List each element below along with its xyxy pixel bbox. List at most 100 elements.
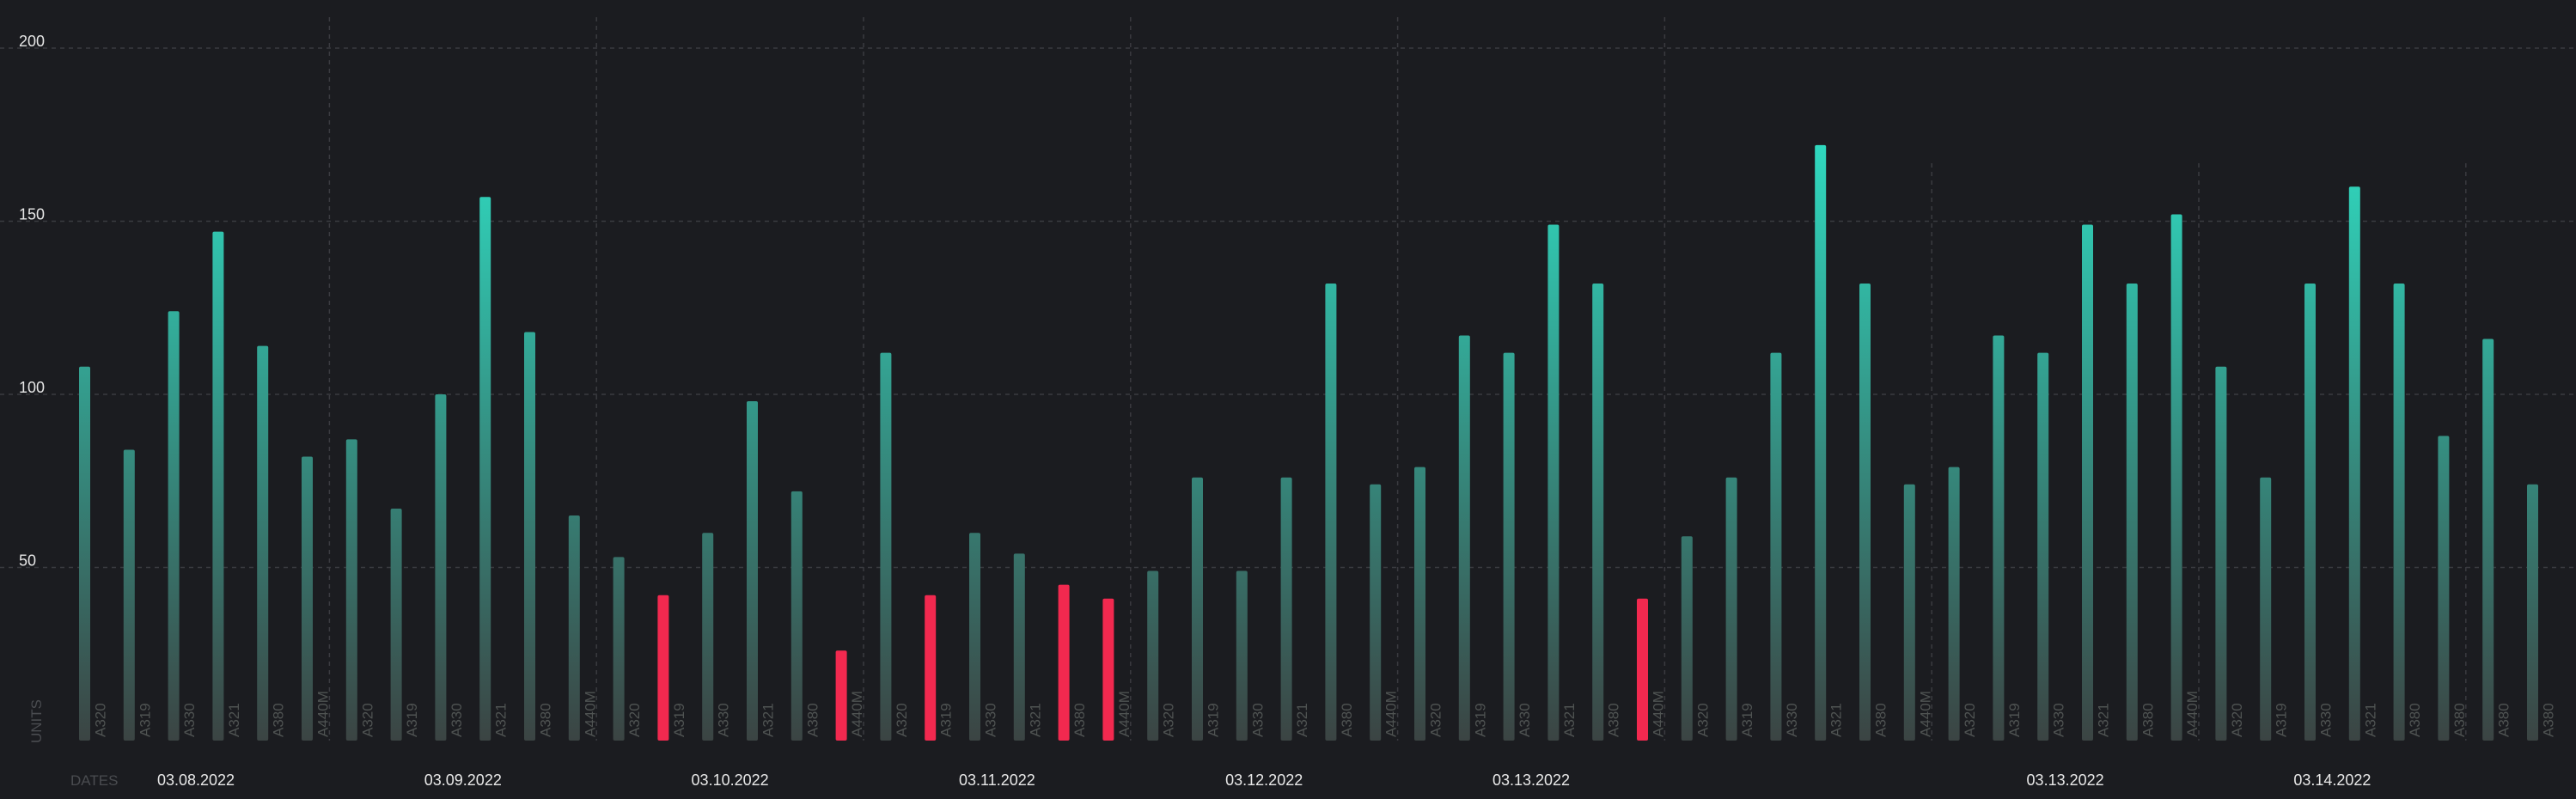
bar[interactable]	[1903, 484, 1915, 741]
y-axis-title: UNITS	[28, 699, 45, 743]
bar-label: A330	[2318, 703, 2335, 737]
bar[interactable]	[1815, 144, 1827, 741]
bar-label: A330	[983, 703, 999, 737]
date-label: 03.14.2022	[2293, 772, 2371, 789]
bar[interactable]	[1325, 284, 1337, 741]
bar-label: A440M	[2184, 691, 2201, 737]
bar[interactable]	[1859, 284, 1871, 741]
date-label: 03.10.2022	[692, 772, 769, 789]
bar-label: A321	[760, 703, 777, 737]
bar-label: A380	[1071, 703, 1088, 737]
bar-label: A319	[2006, 703, 2023, 737]
bar[interactable]	[747, 401, 758, 741]
date-label: 03.11.2022	[959, 772, 1035, 789]
bar[interactable]	[1013, 553, 1025, 741]
bar-label: A319	[1472, 703, 1488, 737]
bar[interactable]	[702, 533, 714, 741]
bar[interactable]	[2393, 284, 2405, 741]
bar[interactable]	[2304, 284, 2316, 741]
bar-label: A319	[404, 703, 420, 737]
bar[interactable]	[1147, 570, 1159, 741]
bar[interactable]	[1370, 484, 1382, 741]
bar-negative[interactable]	[1058, 584, 1070, 741]
bar[interactable]	[2082, 224, 2093, 741]
bar[interactable]	[1458, 335, 1470, 741]
bar-negative[interactable]	[835, 650, 847, 741]
bar[interactable]	[345, 439, 357, 741]
bar[interactable]	[1681, 536, 1693, 741]
bar-label: A319	[671, 703, 687, 737]
bar-label: A320	[1161, 703, 1177, 737]
bar[interactable]	[212, 231, 224, 741]
bar-label: A380	[2140, 703, 2156, 737]
bar-label: A330	[1249, 703, 1266, 737]
bar[interactable]	[390, 508, 402, 741]
bar-label: A440M	[582, 691, 598, 737]
bar-label: A321	[2362, 703, 2378, 737]
bar-label: A320	[626, 703, 643, 737]
bar[interactable]	[2260, 477, 2272, 741]
bar[interactable]	[1414, 467, 1425, 741]
bar[interactable]	[568, 515, 580, 741]
bar[interactable]	[791, 491, 803, 741]
bar-label: A321	[2096, 703, 2112, 737]
bar[interactable]	[1770, 352, 1782, 741]
bar[interactable]	[2348, 186, 2360, 741]
bar[interactable]	[1725, 477, 1737, 741]
bar[interactable]	[257, 345, 269, 741]
bar-negative[interactable]	[925, 595, 937, 741]
bar[interactable]	[123, 449, 135, 741]
bar[interactable]	[1948, 467, 1960, 741]
bar[interactable]	[1592, 284, 1604, 741]
bar-label: A320	[93, 703, 109, 737]
bar-label: A380	[2496, 703, 2512, 737]
date-label: 03.08.2022	[157, 772, 235, 789]
bar[interactable]	[1192, 477, 1203, 741]
bar[interactable]	[2438, 436, 2450, 741]
bar[interactable]	[1547, 224, 1560, 741]
bar[interactable]	[1503, 352, 1515, 741]
bar[interactable]	[880, 352, 892, 741]
bar[interactable]	[1280, 477, 1292, 741]
y-tick-label: 100	[19, 379, 45, 396]
bar-label: A380	[1873, 703, 1889, 737]
bar[interactable]	[524, 332, 535, 741]
bar-label: A321	[1294, 703, 1310, 737]
bar-negative[interactable]	[1102, 598, 1114, 741]
bar[interactable]	[2126, 284, 2138, 741]
bar[interactable]	[2170, 214, 2182, 741]
bar-label: A380	[2451, 703, 2468, 737]
bar-label: A319	[1739, 703, 1755, 737]
bar-label: A330	[1784, 703, 1800, 737]
bar[interactable]	[79, 366, 90, 741]
bar-label: A321	[1027, 703, 1043, 737]
bar[interactable]	[479, 197, 491, 741]
bar-label: A320	[359, 703, 375, 737]
bar[interactable]	[1236, 570, 1248, 741]
bar[interactable]	[435, 394, 447, 741]
bar-label: A440M	[849, 691, 865, 737]
bar[interactable]	[168, 311, 180, 741]
bar-label: A330	[2051, 703, 2067, 737]
bar[interactable]	[613, 557, 625, 741]
bar-label: A380	[804, 703, 821, 737]
bar[interactable]	[1993, 335, 2005, 741]
bar-label: A320	[894, 703, 910, 737]
y-tick-label: 150	[19, 206, 45, 223]
bar-label: A319	[137, 703, 153, 737]
bar-negative[interactable]	[657, 595, 669, 741]
bar-label: A440M	[315, 691, 332, 737]
bar[interactable]	[2482, 339, 2494, 741]
bar[interactable]	[2215, 366, 2227, 741]
y-tick-label: 50	[19, 552, 36, 570]
bar[interactable]	[2527, 484, 2538, 741]
bar[interactable]	[302, 456, 313, 741]
bar-label: A319	[1206, 703, 1222, 737]
date-label: 03.13.2022	[1492, 772, 1570, 789]
bar[interactable]	[969, 533, 980, 741]
bar[interactable]	[2037, 352, 2049, 741]
bar-negative[interactable]	[1637, 598, 1648, 741]
bar-label: A440M	[1116, 691, 1132, 737]
bar-label: A320	[1428, 703, 1444, 737]
